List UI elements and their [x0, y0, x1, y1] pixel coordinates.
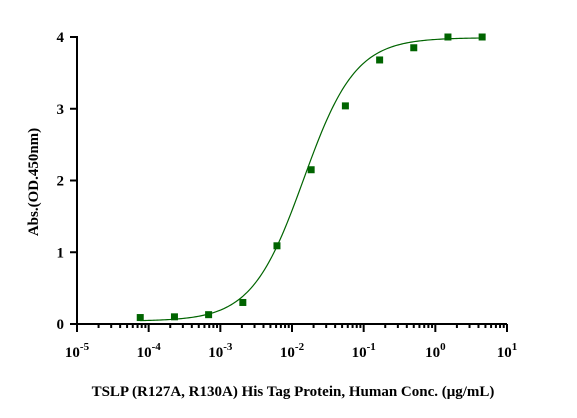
data-point: [376, 56, 384, 64]
y-tick-label: 3: [57, 102, 65, 118]
data-point: [478, 33, 486, 41]
x-ticks: 10-5 10-4 10-3 10-2 10-1 100 101: [65, 324, 517, 361]
y-tick-label: 4: [57, 30, 65, 46]
data-point: [239, 298, 247, 306]
data-point: [444, 33, 452, 41]
x-tick-label: 10-3: [208, 341, 233, 361]
x-tick-label: 10-1: [352, 341, 376, 361]
data-point: [341, 102, 349, 110]
x-tick-label: 100: [425, 341, 446, 361]
plot-area: [136, 33, 486, 322]
x-tick-label: 10-4: [137, 341, 162, 361]
y-axis-title: Abs.(OD.450nm): [26, 128, 42, 236]
data-point: [410, 44, 418, 52]
x-axis-title: TSLP (R127A, R130A) His Tag Protein, Hum…: [92, 384, 495, 400]
x-tick-label: 10-5: [65, 341, 90, 361]
data-point: [170, 313, 178, 321]
y-ticks: 0 1 2 3 4: [57, 30, 77, 333]
axes: 0 1 2 3 4 10-5 10-4 10-3 10-2 10-1 100 101: [57, 30, 518, 361]
data-points: [136, 33, 486, 322]
y-tick-label: 0: [57, 317, 65, 333]
data-point: [307, 166, 315, 174]
x-tick-label: 10-2: [280, 341, 305, 361]
data-point: [273, 242, 281, 250]
data-point: [205, 311, 213, 319]
data-point: [136, 314, 144, 322]
x-tick-label: 101: [497, 341, 518, 361]
y-tick-label: 1: [57, 245, 65, 261]
fit-curve: [140, 37, 483, 322]
y-tick-label: 2: [57, 174, 65, 190]
